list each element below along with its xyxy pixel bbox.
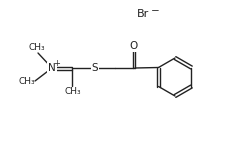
Text: CH₃: CH₃ (65, 88, 81, 96)
Text: +: + (54, 59, 61, 68)
Text: Br: Br (137, 9, 149, 19)
Text: −: − (151, 6, 160, 16)
Text: S: S (92, 63, 98, 73)
Text: CH₃: CH₃ (29, 42, 45, 51)
Text: N: N (48, 63, 56, 73)
Text: O: O (130, 41, 138, 51)
Text: CH₃: CH₃ (19, 77, 35, 85)
